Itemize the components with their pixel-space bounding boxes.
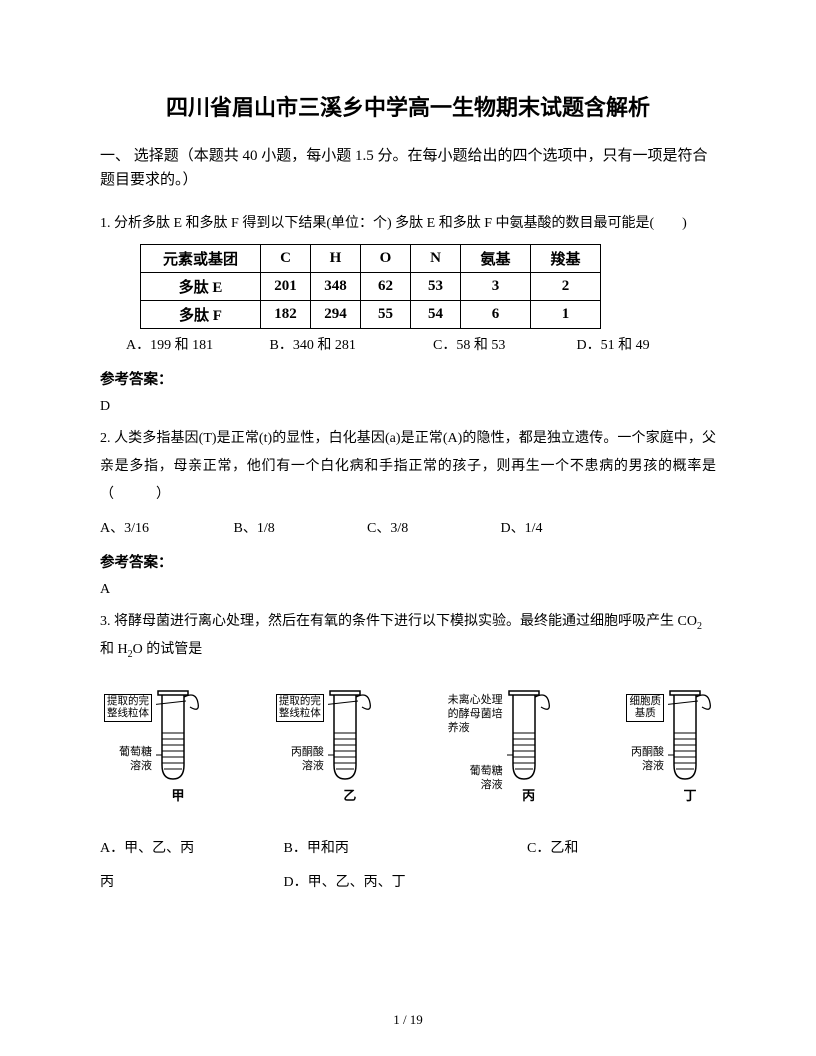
td: 182 — [261, 301, 311, 329]
td: 多肽 E — [141, 273, 261, 301]
test-tube-icon — [156, 683, 200, 783]
q3-tubes: 提取的完整线粒体 葡萄糖溶液 甲 提取的完整线粒体 — [100, 683, 716, 804]
tube-bottom-label: 葡萄糖溶液 — [119, 746, 152, 772]
table-row: 多肽 F 182 294 55 54 6 1 — [141, 301, 601, 329]
tube-bottom-label: 丙酮酸溶液 — [291, 746, 324, 772]
q2-options: A、3/16 B、1/8 C、3/8 D、1/4 — [100, 515, 716, 543]
tube-top-label: 细胞质基质 — [626, 694, 664, 722]
q3-opt-c: C．乙和 — [527, 832, 578, 866]
q1-answer-label: 参考答案： — [100, 368, 716, 389]
section-header: 一、 选择题（本题共 40 小题，每小题 1.5 分。在每小题给出的四个选项中，… — [100, 144, 716, 192]
test-tube-icon — [328, 683, 372, 783]
tube-caption: 丙 — [522, 785, 535, 804]
q1-opt-d: D．51 和 49 — [577, 333, 650, 360]
q3-stem-a: 3. 将酵母菌进行离心处理，然后在有氧的条件下进行以下模拟实验。最终能通过细胞呼… — [100, 614, 697, 629]
page-title: 四川省眉山市三溪乡中学高一生物期末试题含解析 — [100, 90, 716, 122]
tube-top-label-plain: 未离心处理的酵母菌培养液 — [448, 694, 503, 735]
q3-opt-c-line2: 丙 — [100, 866, 280, 900]
q2-opt-d: D、1/4 — [501, 515, 631, 543]
sub-2: 2 — [697, 620, 702, 631]
page-number: 1 / 19 — [0, 1012, 816, 1028]
q3-opt-b: B．甲和丙 — [284, 832, 524, 866]
q2-opt-b: B、1/8 — [234, 515, 364, 543]
tube-caption: 甲 — [171, 785, 184, 804]
tube-caption: 乙 — [343, 785, 356, 804]
q2-answer-label: 参考答案： — [100, 551, 716, 572]
td: 348 — [311, 273, 361, 301]
th: 羧基 — [531, 245, 601, 273]
td: 53 — [411, 273, 461, 301]
td: 294 — [311, 301, 361, 329]
test-tube-icon — [668, 683, 712, 783]
q1-stem: 1. 分析多肽 E 和多肽 F 得到以下结果(单位：个) 多肽 E 和多肽 F … — [100, 210, 716, 238]
q1-opt-c: C．58 和 53 — [433, 333, 573, 360]
q1-opt-b: B．340 和 281 — [270, 333, 430, 360]
td: 1 — [531, 301, 601, 329]
td: 55 — [361, 301, 411, 329]
q2-opt-c: C、3/8 — [367, 515, 497, 543]
tube-ding: 细胞质基质 丙酮酸溶液 丁 — [626, 683, 712, 804]
q2-answer: A — [100, 582, 716, 598]
td: 62 — [361, 273, 411, 301]
q3-opt-d: D．甲、乙、丙、丁 — [284, 866, 406, 900]
q1-options: A．199 和 181 B．340 和 281 C．58 和 53 D．51 和… — [100, 333, 716, 360]
tube-top-label: 提取的完整线粒体 — [276, 694, 324, 722]
q2-opt-a: A、3/16 — [100, 515, 230, 543]
th: C — [261, 245, 311, 273]
q3-stem-c: O 的试管是 — [133, 642, 203, 657]
test-tube-icon — [507, 683, 551, 783]
q2-stem: 2. 人类多指基因(T)是正常(t)的显性，白化基因(a)是正常(A)的隐性，都… — [100, 425, 716, 509]
th: N — [411, 245, 461, 273]
td: 3 — [461, 273, 531, 301]
th: O — [361, 245, 411, 273]
th: 氨基 — [461, 245, 531, 273]
td: 2 — [531, 273, 601, 301]
q3-options: A．甲、乙、丙 B．甲和丙 C．乙和 丙 D．甲、乙、丙、丁 — [100, 832, 716, 899]
tube-bottom-label: 丙酮酸溶液 — [631, 746, 664, 772]
tube-jia: 提取的完整线粒体 葡萄糖溶液 甲 — [104, 683, 200, 804]
th: H — [311, 245, 361, 273]
q1-opt-a: A．199 和 181 — [126, 333, 266, 360]
td: 54 — [411, 301, 461, 329]
q3-stem: 3. 将酵母菌进行离心处理，然后在有氧的条件下进行以下模拟实验。最终能通过细胞呼… — [100, 608, 716, 666]
q3-stem-b: 和 H — [100, 642, 128, 657]
table-header-row: 元素或基团 C H O N 氨基 羧基 — [141, 245, 601, 273]
td: 多肽 F — [141, 301, 261, 329]
table-row: 多肽 E 201 348 62 53 3 2 — [141, 273, 601, 301]
tube-bottom-label: 葡萄糖溶液 — [470, 765, 503, 791]
th: 元素或基团 — [141, 245, 261, 273]
q3-opt-a: A．甲、乙、丙 — [100, 832, 280, 866]
q1-table: 元素或基团 C H O N 氨基 羧基 多肽 E 201 348 62 53 3… — [140, 244, 601, 329]
tube-caption: 丁 — [683, 785, 696, 804]
q1-answer: D — [100, 399, 716, 415]
tube-top-label: 提取的完整线粒体 — [104, 694, 152, 722]
tube-yi: 提取的完整线粒体 丙酮酸溶液 乙 — [276, 683, 372, 804]
tube-bing: 未离心处理的酵母菌培养液 葡萄糖溶液 丙 — [448, 683, 551, 804]
td: 6 — [461, 301, 531, 329]
td: 201 — [261, 273, 311, 301]
